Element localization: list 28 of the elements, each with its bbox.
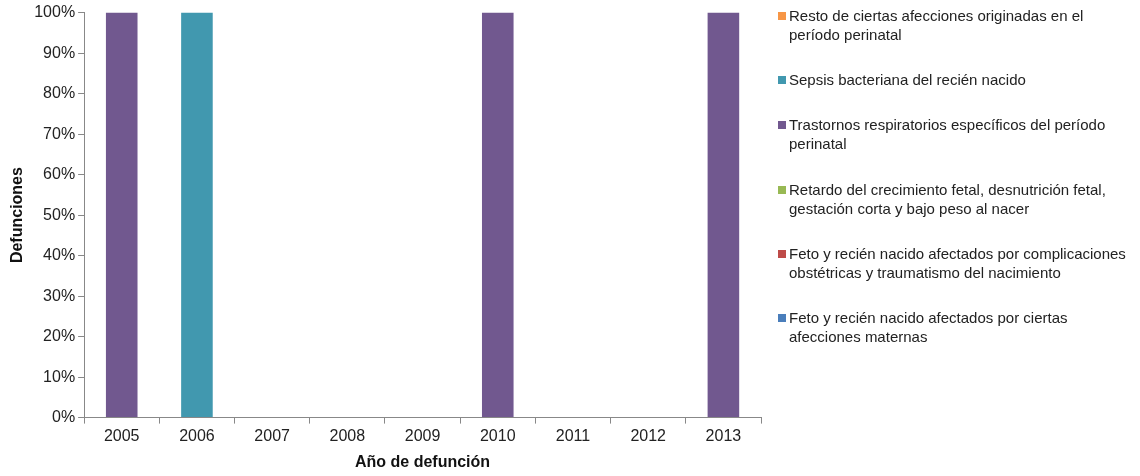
x-tick-label: 2006	[179, 426, 215, 444]
y-tick-label: 60%	[43, 165, 76, 183]
legend-label: Resto de ciertas afecciones originadas en el período perinatal	[789, 6, 1085, 44]
y-tick-label: 70%	[43, 124, 76, 142]
legend-label: Trastornos respiratorios específicos del período perinatal	[789, 115, 1107, 154]
y-tick-label: 30%	[43, 286, 76, 304]
y-tick-label: 80%	[43, 84, 76, 102]
y-tick-label: 90%	[43, 43, 76, 61]
x-tick-label: 2010	[479, 426, 516, 444]
legend-label: Sepsis bacteriana del recién nacido	[789, 70, 1026, 90]
legend-label: Feto y recién nacido afectados por complicaciones obstétricas y traumatismo del nacimiento	[789, 243, 1127, 282]
y-tick-label: 20%	[43, 327, 76, 345]
x-tick-label: 2008	[329, 426, 366, 444]
x-tick-label: 2009	[404, 426, 441, 444]
x-tick-label: 2012	[630, 426, 667, 444]
y-tick-label: 50%	[43, 205, 76, 223]
y-axis-title: Defunciones	[8, 166, 26, 264]
legend-label: Feto y recién nacido afectados por ciertas afecciones maternas	[789, 307, 1069, 346]
x-tick-label: 2011	[555, 426, 591, 444]
x-tick-label: 2005	[103, 426, 140, 444]
y-tick-label: 0%	[52, 408, 76, 426]
y-tick-label: 100%	[34, 3, 76, 21]
x-tick-label: 2007	[254, 426, 291, 444]
x-axis-title: Año de defunción	[355, 452, 491, 470]
y-tick-label: 10%	[43, 367, 76, 385]
x-tick-label: 2013	[705, 426, 742, 444]
y-tick-label: 40%	[43, 246, 76, 264]
legend-label: Retardo del crecimiento fetal, desnutrición fetal, gestación corta y bajo peso al nacer	[789, 179, 1107, 218]
